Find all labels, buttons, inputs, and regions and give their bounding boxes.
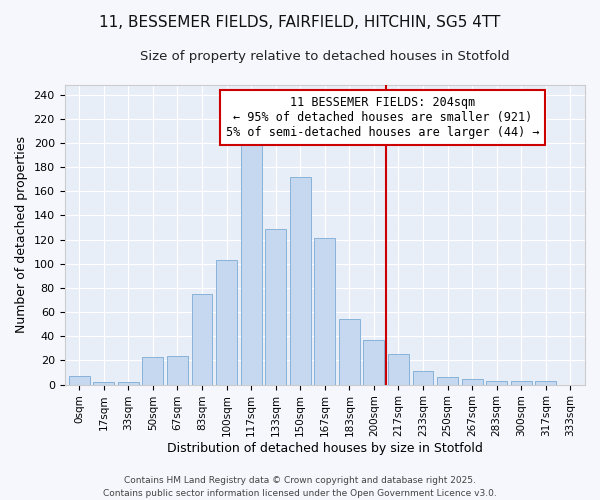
Bar — [314, 238, 335, 384]
Bar — [167, 356, 188, 384]
Title: Size of property relative to detached houses in Stotfold: Size of property relative to detached ho… — [140, 50, 509, 63]
Bar — [216, 260, 237, 384]
Bar — [511, 381, 532, 384]
Text: 11, BESSEMER FIELDS, FAIRFIELD, HITCHIN, SG5 4TT: 11, BESSEMER FIELDS, FAIRFIELD, HITCHIN,… — [100, 15, 500, 30]
Bar — [265, 229, 286, 384]
Text: Contains HM Land Registry data © Crown copyright and database right 2025.
Contai: Contains HM Land Registry data © Crown c… — [103, 476, 497, 498]
Text: 11 BESSEMER FIELDS: 204sqm
← 95% of detached houses are smaller (921)
5% of semi: 11 BESSEMER FIELDS: 204sqm ← 95% of deta… — [226, 96, 539, 139]
Bar — [388, 354, 409, 384]
Bar — [461, 378, 482, 384]
Bar — [118, 382, 139, 384]
Bar — [339, 320, 360, 384]
Bar — [94, 382, 114, 384]
Bar — [69, 376, 89, 384]
Bar — [191, 294, 212, 384]
Bar — [142, 357, 163, 384]
X-axis label: Distribution of detached houses by size in Stotfold: Distribution of detached houses by size … — [167, 442, 483, 455]
Bar — [364, 340, 384, 384]
Bar — [290, 177, 311, 384]
Bar — [535, 381, 556, 384]
Bar — [241, 143, 262, 384]
Y-axis label: Number of detached properties: Number of detached properties — [15, 136, 28, 334]
Bar — [437, 378, 458, 384]
Bar — [486, 381, 507, 384]
Bar — [413, 372, 433, 384]
